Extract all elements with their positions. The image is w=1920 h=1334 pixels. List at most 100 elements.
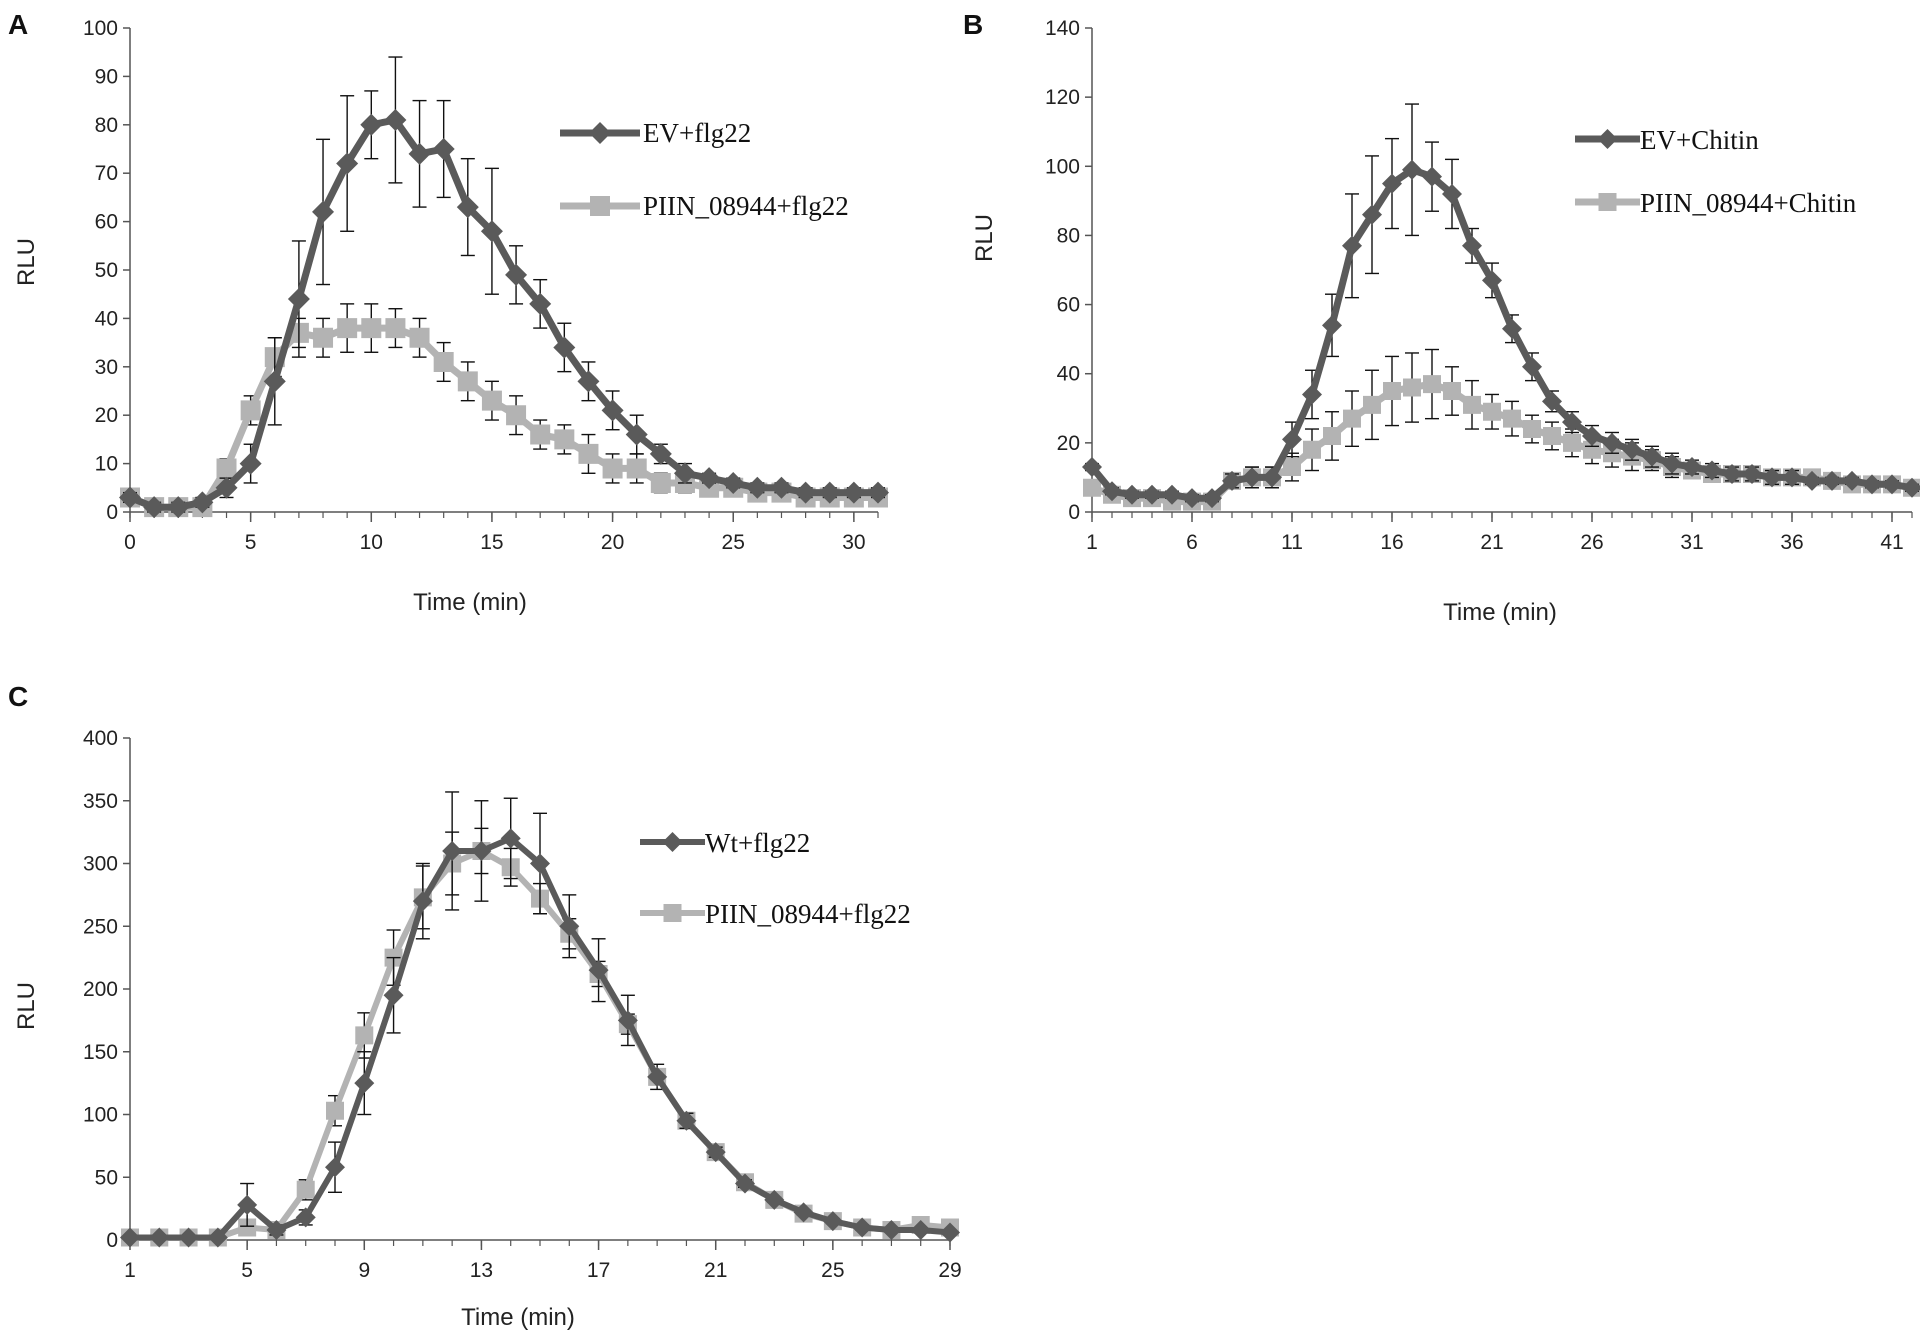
data-point-square	[216, 458, 237, 479]
data-point-diamond	[239, 452, 262, 475]
data-point-diamond	[722, 471, 745, 494]
data-point-square	[1583, 440, 1601, 459]
data-point-square	[409, 327, 430, 348]
data-point-diamond	[577, 370, 600, 393]
legend-marker-diamond	[662, 832, 683, 852]
panel-a-yticks: 0 10 20 30 40 50 60 70 80 90 100	[83, 17, 130, 524]
x-tick-label: 17	[587, 1259, 610, 1282]
x-tick-label: 1	[1086, 531, 1098, 554]
data-point-diamond	[1742, 463, 1762, 484]
x-tick-label: 5	[245, 531, 257, 554]
x-tick-label: 21	[1480, 531, 1503, 554]
panel-b-series-layer	[1082, 103, 1920, 511]
x-tick-label: 9	[358, 1259, 370, 1282]
data-point-square	[1323, 426, 1341, 445]
data-point-diamond	[1622, 439, 1642, 460]
y-tick-label: 20	[1057, 432, 1080, 455]
panel-a-xlabel: Time (min)	[413, 589, 527, 616]
y-tick-label: 60	[95, 211, 118, 234]
data-point-square	[1443, 382, 1461, 400]
y-tick-label: 50	[95, 259, 118, 282]
x-tick-label: 26	[1580, 531, 1603, 554]
panel-b-yticks: 0 20 40 60 80 100 120 140	[1045, 17, 1092, 524]
data-point-diamond	[1862, 474, 1882, 495]
legend-marker-square	[590, 196, 610, 216]
y-tick-label: 0	[106, 1229, 118, 1252]
data-point-diamond	[1442, 183, 1462, 204]
data-point-diamond	[617, 1010, 638, 1031]
x-tick-label: 11	[1281, 531, 1303, 554]
legend-marker-diamond	[589, 122, 611, 144]
y-tick-label: 100	[1045, 155, 1080, 178]
data-point-diamond	[553, 336, 576, 359]
data-point-square	[506, 405, 527, 426]
legend-marker-square	[1598, 193, 1617, 211]
legend-label-piin-flg22-c: PIIN_08944+flg22	[705, 899, 911, 929]
data-point-square	[1303, 440, 1321, 459]
data-point-square	[1423, 375, 1441, 394]
data-point-diamond	[647, 1066, 668, 1087]
data-point-diamond	[412, 891, 433, 912]
panel-a-letter: A	[8, 9, 28, 40]
data-point-square	[385, 318, 406, 339]
data-point-square	[1483, 402, 1501, 421]
data-point-diamond	[1642, 446, 1662, 467]
x-tick-label: 5	[241, 1259, 253, 1282]
data-point-diamond	[793, 1202, 814, 1223]
panel-c-xlabel: Time (min)	[461, 1304, 575, 1331]
data-point-diamond	[705, 1142, 726, 1163]
data-point-square	[240, 400, 261, 421]
data-point-square	[554, 429, 575, 450]
legend-label-piin-chitin: PIIN_08944+Chitin	[1640, 188, 1857, 218]
y-tick-label: 350	[83, 790, 118, 813]
y-tick-label: 30	[95, 356, 118, 379]
x-tick-label: 36	[1780, 531, 1803, 554]
data-point-diamond	[1482, 270, 1502, 291]
data-point-diamond	[1562, 412, 1582, 433]
y-tick-label: 100	[83, 17, 118, 40]
data-point-square	[1543, 426, 1561, 445]
data-point-diamond	[266, 1219, 287, 1240]
legend-label-piin-flg22: PIIN_08944+flg22	[643, 191, 849, 221]
data-point-diamond	[881, 1219, 902, 1240]
data-point-diamond	[1722, 463, 1742, 484]
data-point-diamond	[295, 1207, 316, 1228]
data-point-diamond	[408, 142, 431, 165]
data-point-diamond	[676, 1110, 697, 1131]
data-point-square	[1503, 409, 1521, 428]
data-point-diamond	[1822, 470, 1842, 491]
data-point-diamond	[1702, 460, 1722, 481]
y-tick-label: 200	[83, 978, 118, 1001]
data-point-square	[481, 390, 502, 411]
x-tick-label: 16	[1380, 531, 1403, 554]
panel-b-axes	[1091, 28, 1912, 513]
data-point-square	[433, 351, 454, 372]
y-tick-label: 10	[95, 453, 118, 476]
panel-c-letter: C	[8, 681, 28, 712]
data-point-square	[1403, 378, 1421, 397]
series-line	[1089, 166, 1913, 502]
data-point-diamond	[119, 486, 141, 509]
x-tick-label: 25	[821, 1259, 844, 1282]
data-point-diamond	[852, 1217, 873, 1238]
y-tick-label: 80	[95, 114, 118, 137]
x-tick-label: 6	[1186, 531, 1198, 554]
data-point-diamond	[1162, 484, 1182, 505]
panel-c-yticks: 0 50 100 150 200 250 300 350 400	[83, 727, 130, 1252]
data-point-diamond	[1662, 453, 1682, 474]
data-point-diamond	[237, 1194, 258, 1215]
data-point-diamond	[735, 1173, 755, 1194]
panel-a-ylabel: RLU	[13, 238, 40, 286]
data-point-diamond	[588, 960, 609, 981]
data-point-diamond	[1122, 484, 1142, 505]
data-point-diamond	[471, 840, 492, 861]
x-tick-label: 30	[842, 531, 865, 554]
panel-b-ylabel: RLU	[971, 214, 998, 262]
data-point-diamond	[336, 152, 359, 175]
data-point-diamond	[1542, 391, 1562, 412]
data-point-diamond	[480, 220, 503, 243]
panel-a-legend: EV+flg22 PIIN_08944+flg22	[560, 118, 849, 221]
data-point-square	[1563, 433, 1581, 452]
legend-marker-diamond	[1597, 129, 1618, 149]
x-tick-label: 20	[601, 531, 624, 554]
